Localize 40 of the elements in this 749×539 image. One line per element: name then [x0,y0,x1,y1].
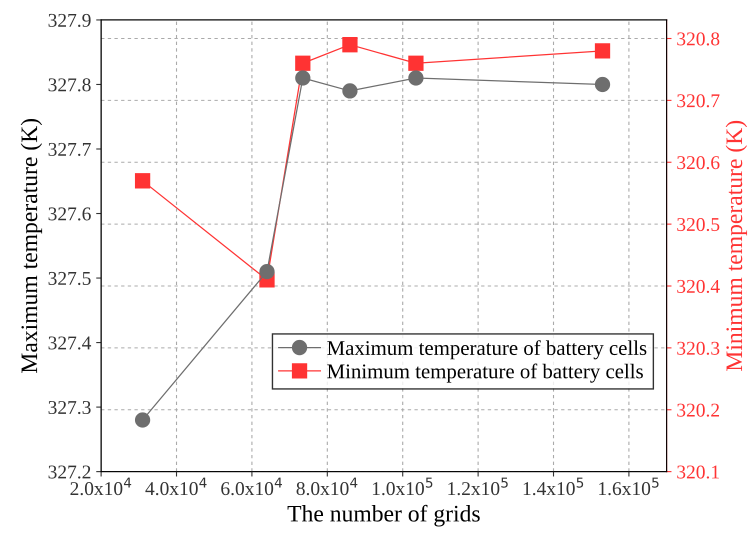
point [295,56,310,71]
y2-tick-label: 320.1 [677,465,719,479]
y2-tick-label: 320.4 [677,280,720,294]
x-axis-title: The number of grids [288,504,480,527]
y2-tick-label: 320.3 [677,342,720,355]
y-tick-label: 327.5 [48,272,91,286]
x-tick-label: 1.2x10$^{5}$ [448,478,508,496]
y-axis-title: Maximum temperature (K) [20,118,42,373]
point [342,83,358,99]
y-tick-label: 327.7 [48,142,91,156]
point [408,56,424,71]
y-tick-label: 327.9 [48,14,91,27]
legend-label: Maximum temperature of battery cells [327,340,646,360]
y-tick-label: 327.2 [48,465,90,479]
point [134,412,150,428]
point [594,43,610,59]
point [408,70,424,86]
y-tick-label: 327.8 [48,78,91,92]
x-tick-label: 4.0x10$^{4}$ [145,478,207,496]
y-tick-label: 327.6 [48,207,91,221]
point [342,37,358,52]
point [259,264,275,280]
y2-tick-label: 320.8 [677,32,720,46]
y-tick-label: 327.4 [48,336,92,350]
point [594,76,610,92]
x-tick-label: 1.6x10$^{5}$ [599,478,659,496]
point [134,173,150,188]
y2-tick-label: 320.6 [677,156,720,170]
y-tick-label: 327.3 [48,400,91,414]
x-tick-label: 1.4x10$^{5}$ [524,478,584,496]
x-tick-label: 2.0x10$^{4}$ [70,478,132,496]
x-tick-label: 1.0x10$^{5}$ [372,478,432,496]
y2-tick-label: 320.5 [677,218,720,232]
y2-tick-label: 320.2 [677,404,720,417]
x-tick-label: 8.0x10$^{4}$ [296,478,358,496]
y2-tick-label: 320.7 [677,94,720,108]
legend-label: Minimum temperature of battery cells [327,364,643,383]
y2-axis-title: Minimum temperature (K) [726,120,748,371]
point [295,70,310,86]
x-tick-label: 6.0x10$^{4}$ [221,478,282,496]
